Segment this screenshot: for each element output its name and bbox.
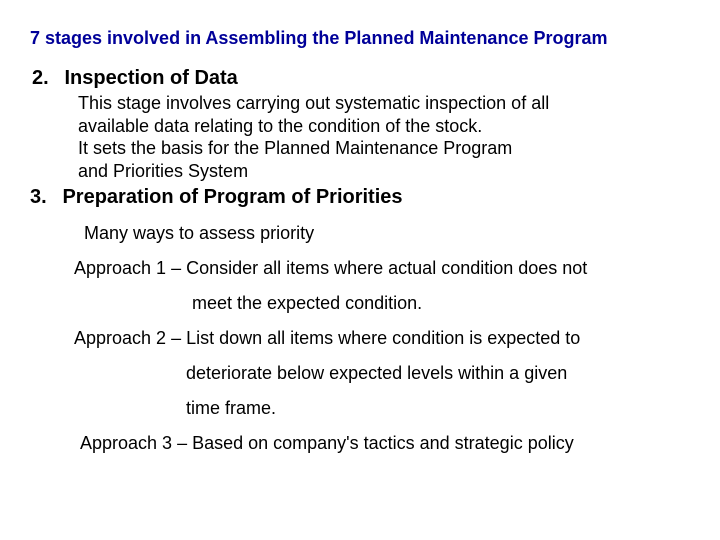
stage-3-body: Many ways to assess priority Approach 1 …: [74, 223, 690, 454]
priorities-intro: Many ways to assess priority: [84, 223, 690, 244]
stage-2-line: available data relating to the condition…: [78, 115, 690, 138]
stage-3-heading: 3. Preparation of Program of Priorities: [30, 186, 690, 209]
approach-2-line1: Approach 2 – List down all items where c…: [74, 328, 690, 349]
approach-3: Approach 3 – Based on company's tactics …: [80, 433, 690, 454]
slide-content: 7 stages involved in Assembling the Plan…: [0, 0, 720, 488]
approach-1-line2: meet the expected condition.: [192, 293, 690, 314]
approach-2-line3: time frame.: [186, 398, 690, 419]
stage-2-line: and Priorities System: [78, 160, 690, 183]
stage-2-title: Inspection of Data: [64, 67, 237, 90]
approach-1-line1: Approach 1 – Consider all items where ac…: [74, 258, 690, 279]
stage-2-line: It sets the basis for the Planned Mainte…: [78, 137, 690, 160]
approach-2-line2: deteriorate below expected levels within…: [186, 363, 690, 384]
slide-title: 7 stages involved in Assembling the Plan…: [30, 28, 690, 49]
stage-2-line: This stage involves carrying out systema…: [78, 92, 690, 115]
stage-2-number: 2.: [32, 67, 60, 90]
stage-2-heading: 2. Inspection of Data: [32, 67, 690, 90]
stage-2-body: This stage involves carrying out systema…: [78, 92, 690, 182]
stage-3-title: Preparation of Program of Priorities: [62, 186, 402, 209]
stage-3-number: 3.: [30, 186, 58, 209]
